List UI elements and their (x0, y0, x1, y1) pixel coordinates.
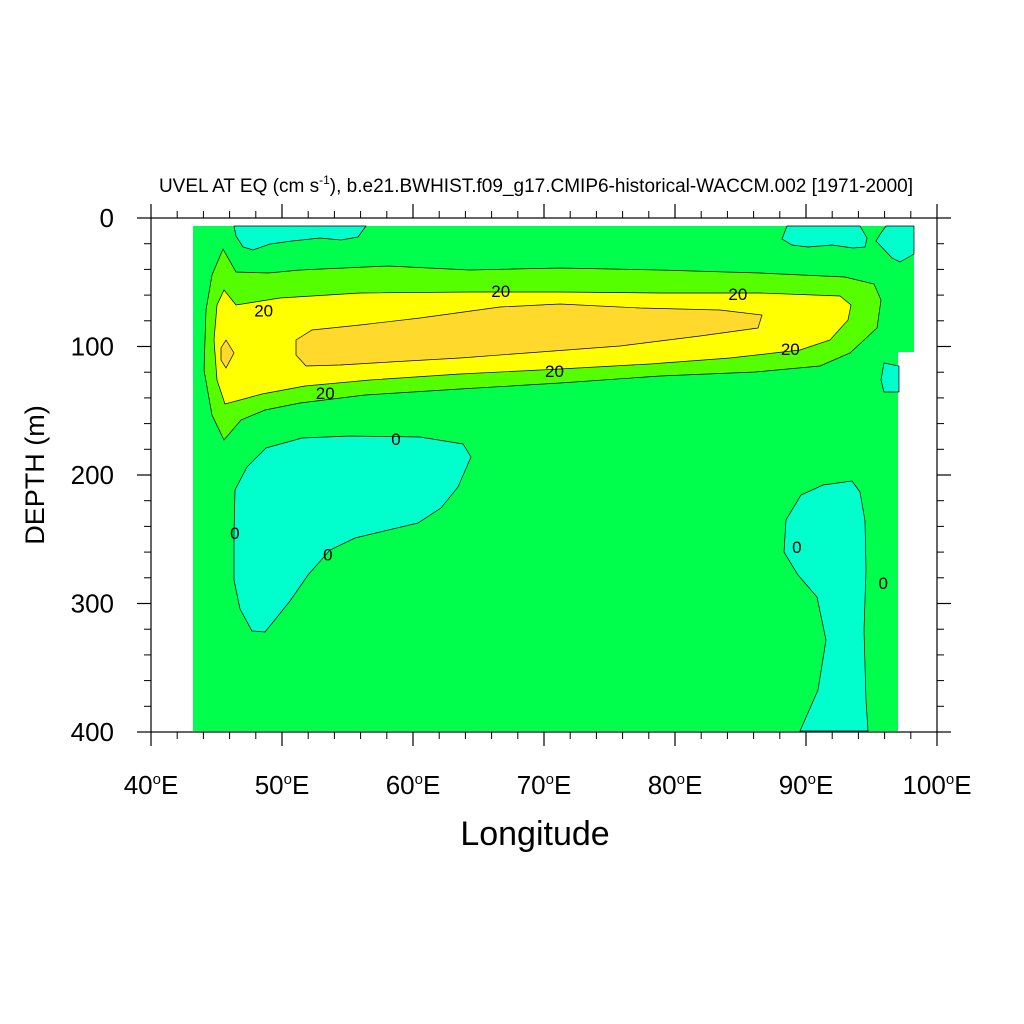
contour-fills (193, 225, 915, 732)
contour-label: 20 (728, 285, 747, 304)
contour-label: 20 (316, 384, 335, 403)
negative-region-lower-right (783, 480, 869, 732)
x-tick-label: 50oE (255, 770, 310, 800)
negative-region-top-left (233, 225, 367, 251)
contour-label: 20 (545, 362, 564, 381)
x-tick-label: 40oE (124, 770, 179, 800)
y-tick-label: 0 (100, 203, 114, 233)
y-tick-label: 400 (71, 717, 114, 747)
contour-label: 0 (230, 524, 239, 543)
negative-region-top-right-corner (875, 225, 915, 263)
band-60-plus (295, 303, 763, 367)
x-tick-label: 100oE (902, 770, 971, 800)
y-tick-label: 100 (71, 332, 114, 362)
x-tick-label: 90oE (779, 770, 834, 800)
x-tick-label: 60oE (386, 770, 441, 800)
contour-labels: 20 20 20 20 20 20 0 0 0 0 0 (230, 282, 888, 593)
band-60-plus-small (220, 339, 235, 369)
x-axis: 40oE 50oE 60oE 70oE 80oE 90oE 100oE (124, 204, 972, 800)
y-tick-label: 300 (71, 589, 114, 619)
negative-region-top-right (781, 225, 868, 249)
contour-label: 20 (254, 302, 273, 321)
x-tick-label: 80oE (648, 770, 703, 800)
y-axis-label: DEPTH (m) (20, 405, 50, 544)
chart-title: UVEL AT EQ (cm s-1), b.e21.BWHIST.f09_g1… (159, 173, 913, 197)
contour-label: 0 (792, 538, 801, 557)
x-axis-label: Longitude (460, 815, 609, 853)
x-tick-label: 70oE (517, 770, 572, 800)
contour-label: 20 (781, 340, 800, 359)
negative-region-small-right (880, 362, 900, 393)
contour-label: 0 (391, 430, 400, 449)
negative-region-lower-left (233, 435, 472, 633)
contour-label: 0 (323, 546, 332, 565)
y-tick-label: 200 (71, 460, 114, 490)
contour-label: 0 (879, 574, 888, 593)
contour-label: 20 (491, 282, 510, 301)
